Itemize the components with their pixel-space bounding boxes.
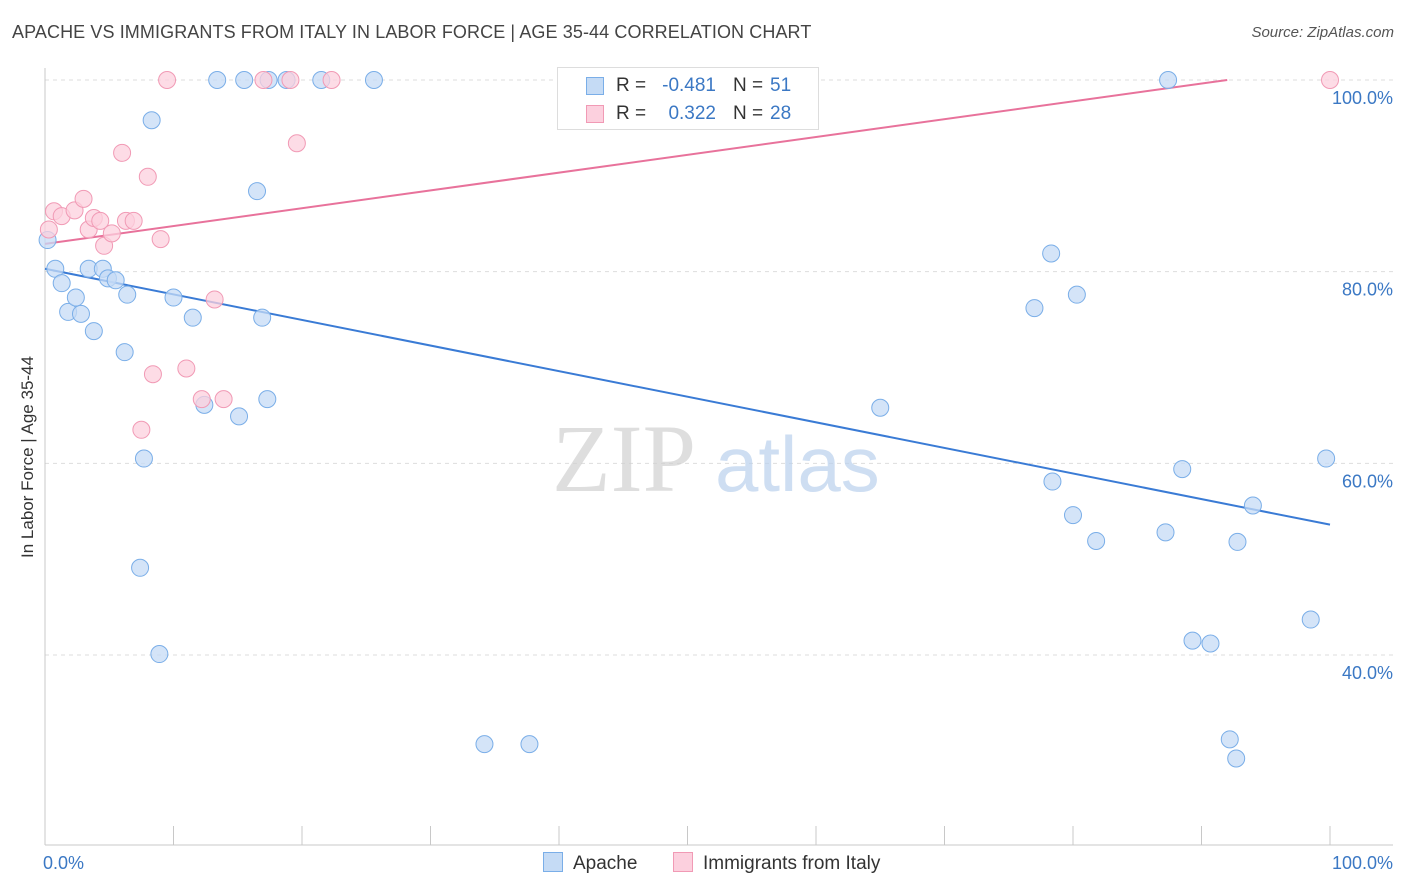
italy-point <box>158 71 177 89</box>
axes <box>44 68 1393 846</box>
italy-swatch <box>586 105 604 123</box>
apache-point <box>871 398 890 417</box>
legend-n-label: N = <box>733 103 764 124</box>
apache-point <box>1317 449 1336 468</box>
legend-n-label: N = <box>733 75 764 96</box>
legend-r-value: -0.481 <box>662 75 716 96</box>
apache-point <box>1043 472 1062 491</box>
italy-legend-swatch <box>673 852 693 872</box>
italy-point <box>281 71 300 89</box>
apache-point <box>142 111 161 130</box>
legend-r-label: R = <box>616 75 647 96</box>
italy-point <box>177 359 196 378</box>
legend-n-value: 28 <box>770 103 792 124</box>
legend-r-value: 0.322 <box>668 103 716 124</box>
italy-point <box>151 230 170 249</box>
legend: R = -0.481 N = 51 R = 0.322 N = 28 <box>557 67 819 130</box>
apache-point <box>106 271 125 290</box>
apache-point <box>1067 285 1086 304</box>
italy-point <box>113 143 132 162</box>
apache-point <box>520 735 539 754</box>
italy-point <box>39 220 58 239</box>
y-tick-label: 80.0% <box>1342 280 1393 300</box>
apache-point <box>1228 532 1247 551</box>
apache-point <box>208 71 227 89</box>
y-tick-label: 60.0% <box>1342 471 1393 491</box>
apache-point <box>1243 496 1262 515</box>
italy-point <box>132 420 151 439</box>
watermark-zip: ZIP <box>552 405 696 512</box>
apache-point <box>134 449 153 468</box>
apache-point <box>1064 506 1082 525</box>
apache-point <box>1183 631 1202 650</box>
grid-lines <box>45 79 1393 656</box>
apache-point <box>183 308 202 327</box>
apache-point <box>118 285 137 304</box>
y-axis-label: In Labor Force | Age 35-44 <box>18 356 37 558</box>
x-tick-label: 0.0% <box>43 853 84 873</box>
y-tick-label: 100.0% <box>1332 88 1393 108</box>
italy-point <box>102 224 121 243</box>
italy-point <box>254 71 273 89</box>
apache-point <box>253 308 272 327</box>
italy-legend-label: Immigrants from Italy <box>703 853 881 874</box>
apache-point <box>230 407 249 426</box>
apache-point <box>364 71 383 89</box>
italy-point <box>1321 71 1339 89</box>
italy-point <box>287 134 306 153</box>
chart-title: APACHE VS IMMIGRANTS FROM ITALY IN LABOR… <box>12 22 812 42</box>
apache-point <box>1220 730 1239 749</box>
apache-point <box>258 390 277 409</box>
legend-row-italy: R = 0.322 N = 28 <box>558 99 818 129</box>
apache-point <box>1227 749 1246 768</box>
apache-point <box>1087 531 1106 550</box>
legend-r-label: R = <box>616 103 647 124</box>
apache-point <box>164 288 183 307</box>
apache-point <box>115 343 134 362</box>
apache-point <box>1042 244 1061 263</box>
apache-point <box>1156 523 1175 542</box>
apache-point <box>1301 610 1320 629</box>
italy-point <box>143 365 162 384</box>
x-tick-label: 100.0% <box>1332 853 1393 873</box>
italy-point <box>74 189 93 208</box>
watermark-atlas: atlas <box>715 420 880 508</box>
bottom-legend-italy: Immigrants from Italy <box>673 852 880 875</box>
y-tick-label: 40.0% <box>1342 663 1393 683</box>
legend-n-value: 51 <box>770 75 792 96</box>
tick-labels: 40.0% 60.0% 80.0% 100.0% 0.0% 100.0% <box>43 88 1393 873</box>
data-points <box>38 71 1339 768</box>
bottom-legend-apache: Apache <box>543 852 637 875</box>
apache-point <box>66 288 85 307</box>
apache-point <box>1201 634 1220 653</box>
italy-point <box>205 290 224 309</box>
source-note: Source: ZipAtlas.com <box>1251 24 1394 41</box>
apache-point <box>1159 71 1178 89</box>
apache-legend-swatch <box>543 852 563 872</box>
apache-swatch <box>586 77 604 95</box>
italy-point <box>124 211 143 230</box>
apache-point <box>235 71 254 89</box>
italy-trend-line <box>44 79 1228 245</box>
italy-point <box>214 390 233 409</box>
apache-point <box>475 735 494 754</box>
apache-point <box>71 304 90 323</box>
apache-point <box>84 322 103 341</box>
italy-point <box>192 390 211 409</box>
apache-point <box>248 182 267 201</box>
apache-point <box>1173 460 1192 479</box>
legend-row-apache: R = -0.481 N = 51 <box>558 71 818 101</box>
apache-point <box>52 274 71 293</box>
apache-legend-label: Apache <box>573 853 638 874</box>
italy-point <box>322 71 341 89</box>
apache-point <box>131 558 150 577</box>
apache-point <box>1025 299 1044 318</box>
apache-point <box>150 645 169 664</box>
italy-point <box>91 211 110 230</box>
italy-point <box>138 167 157 186</box>
